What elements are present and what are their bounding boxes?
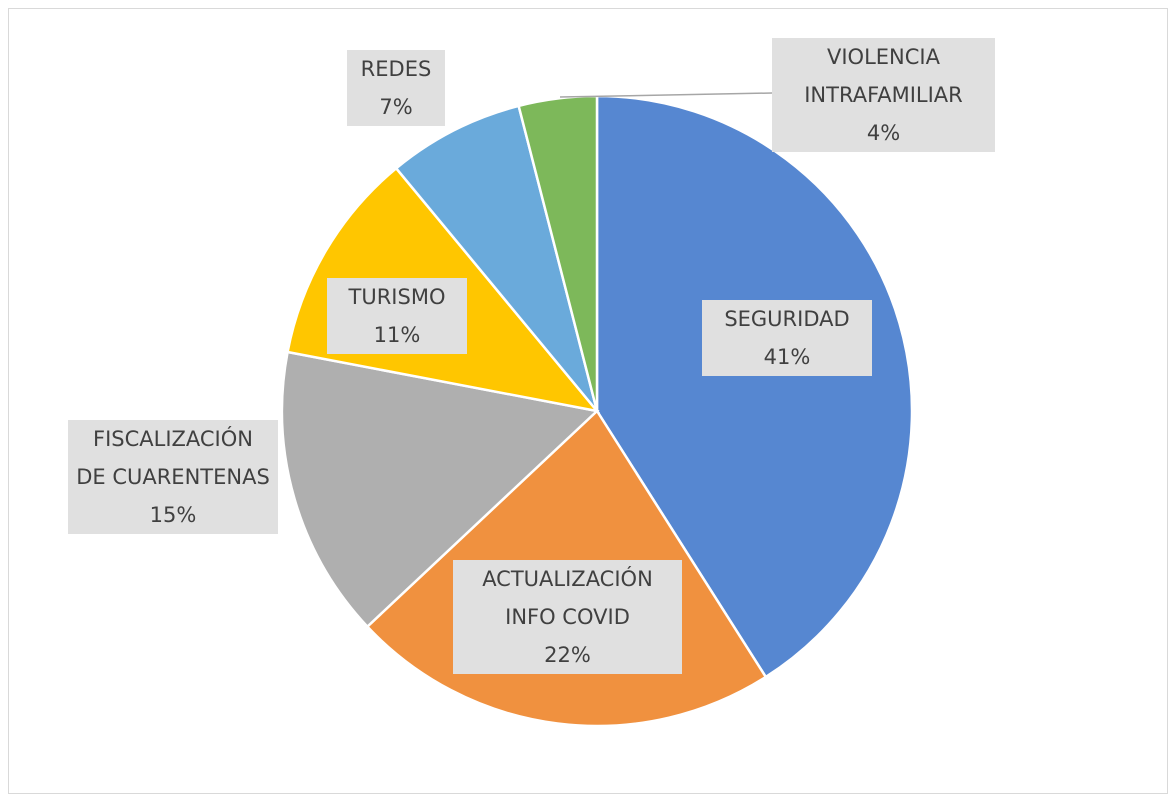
data-label: REDES 7% (347, 50, 445, 126)
label-value: 11% (373, 323, 421, 347)
chart-frame (8, 8, 1168, 794)
leader-line (559, 92, 773, 98)
label-value: 22% (544, 643, 591, 667)
label-value: 4% (866, 121, 901, 145)
pie-slice (595, 94, 914, 679)
data-label: SEGURIDAD 41% (702, 300, 872, 376)
label-category: ACTUALIZACIÓN INFO COVID (482, 567, 653, 629)
pie-slice (394, 104, 599, 412)
data-label: VIOLENCIA INTRAFAMILIAR 4% (772, 38, 995, 152)
data-label: FISCALIZACIÓN DE CUARENTENAS 15% (68, 420, 278, 534)
label-category: REDES (360, 57, 432, 81)
label-value: 7% (379, 95, 413, 119)
label-value: 15% (149, 503, 197, 527)
label-category: SEGURIDAD (724, 307, 850, 331)
data-label: ACTUALIZACIÓN INFO COVID 22% (453, 560, 682, 674)
pie-slice (280, 350, 600, 629)
label-category: TURISMO (348, 285, 446, 309)
label-value: 41% (763, 345, 811, 369)
label-category: VIOLENCIA INTRAFAMILIAR (804, 45, 963, 107)
label-category: FISCALIZACIÓN DE CUARENTENAS (76, 427, 270, 489)
data-label: TURISMO 11% (327, 278, 467, 354)
